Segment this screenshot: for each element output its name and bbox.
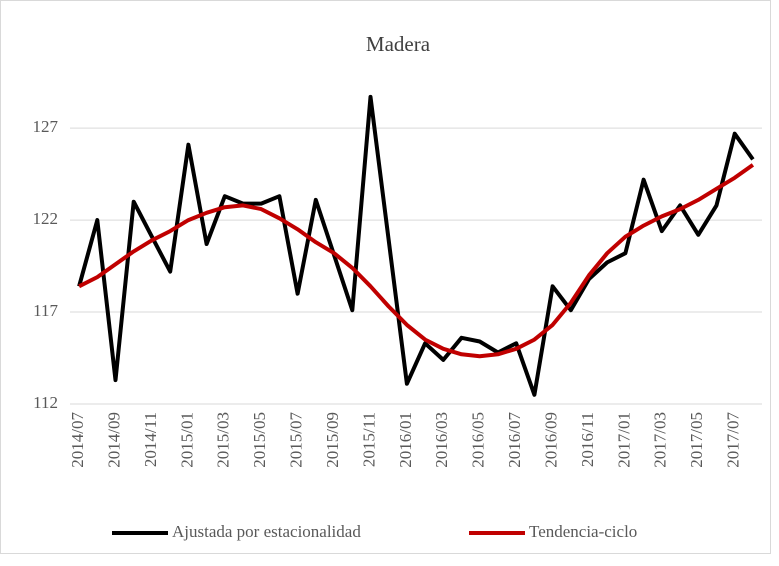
- series-line: [77, 94, 755, 397]
- chart-frame: [0, 0, 771, 554]
- y-tick-label: 112: [33, 393, 58, 412]
- x-tick-label: 2015/09: [323, 412, 342, 468]
- y-tick-label: 122: [33, 209, 59, 228]
- y-tick-label: 127: [33, 117, 59, 136]
- x-tick-label: 2017/05: [687, 412, 706, 468]
- x-tick-label: 2015/07: [287, 412, 306, 468]
- x-tick-label: 2016/11: [578, 412, 597, 467]
- x-tick-label: 2017/07: [724, 412, 743, 468]
- x-tick-label: 2015/01: [177, 412, 196, 468]
- chart-title: Madera: [366, 32, 431, 56]
- x-tick-label: 2016/07: [505, 412, 524, 468]
- x-tick-label: 2015/11: [359, 412, 378, 467]
- x-tick-label: 2017/01: [614, 412, 633, 468]
- legend-label: Tendencia-ciclo: [529, 522, 637, 541]
- x-tick-label: 2016/05: [469, 412, 488, 468]
- y-tick-label: 117: [33, 301, 58, 320]
- x-tick-label: 2015/05: [250, 412, 269, 468]
- x-tick-label: 2014/11: [141, 412, 160, 467]
- x-tick-label: 2017/03: [651, 412, 670, 468]
- x-tick-label: 2016/01: [396, 412, 415, 468]
- x-tick-label: 2016/09: [541, 412, 560, 468]
- series-line: [78, 163, 755, 359]
- x-tick-label: 2014/07: [68, 412, 87, 468]
- x-tick-label: 2016/03: [432, 412, 451, 468]
- x-tick-label: 2015/03: [214, 412, 233, 468]
- legend-label: Ajustada por estacionalidad: [172, 522, 361, 541]
- x-tick-label: 2014/09: [104, 412, 123, 468]
